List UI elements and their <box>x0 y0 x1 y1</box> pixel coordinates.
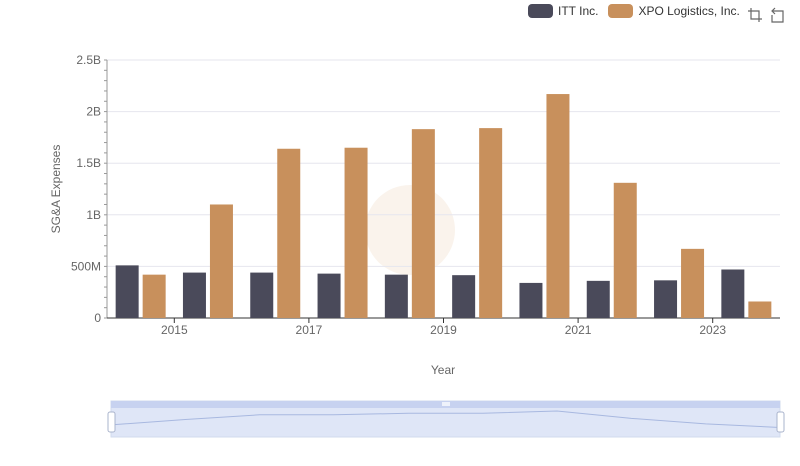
y-tick-label: 0 <box>94 311 101 325</box>
legend-item-xpo[interactable]: XPO Logistics, Inc. <box>608 4 740 18</box>
toolbox <box>746 6 790 24</box>
legend-swatch-xpo <box>608 4 634 18</box>
bar-itt-2015 <box>182 272 206 318</box>
bar-xpo-2015 <box>209 204 233 318</box>
bar-xpo-2017 <box>344 147 368 318</box>
bar-itt-2017 <box>317 273 341 318</box>
y-tick-label: 500M <box>71 259 101 273</box>
legend-item-itt[interactable]: ITT Inc. <box>528 4 598 18</box>
bar-itt-2021 <box>586 280 610 318</box>
x-axis-title: Year <box>431 363 455 377</box>
y-tick-label: 1B <box>86 208 101 222</box>
legend: ITT Inc. XPO Logistics, Inc. <box>528 4 750 18</box>
bar-xpo-2021 <box>613 182 637 318</box>
y-tick-label: 2B <box>86 105 101 119</box>
y-tick-label: 2.5B <box>76 53 101 67</box>
datazoom-move-handle <box>442 402 450 406</box>
x-tick-label: 2019 <box>430 323 457 337</box>
datazoom-handle-right <box>776 411 785 433</box>
bar-itt-2016 <box>250 272 274 318</box>
y-axis-title: SG&A Expenses <box>49 145 63 234</box>
x-tick-label: 2015 <box>161 323 188 337</box>
x-tick-label: 2023 <box>699 323 726 337</box>
bar-xpo-2019 <box>479 128 503 318</box>
bar-xpo-2020 <box>546 94 570 318</box>
bar-itt-2018 <box>384 274 408 318</box>
bar-xpo-2022 <box>681 248 705 318</box>
y-tick-label: 1.5B <box>76 156 101 170</box>
datazoom-shadow-line <box>110 410 781 428</box>
bar-xpo-2014 <box>142 274 166 318</box>
bar-xpo-2016 <box>277 148 301 318</box>
legend-label-itt: ITT Inc. <box>558 4 599 18</box>
legend-swatch-itt <box>528 4 553 18</box>
bar-itt-2020 <box>519 282 543 318</box>
x-tick-label: 2021 <box>565 323 592 337</box>
restore-icon[interactable] <box>768 6 786 24</box>
bar-itt-2022 <box>654 280 678 318</box>
x-tick-label: 2017 <box>296 323 323 337</box>
legend-label-xpo: XPO Logistics, Inc. <box>638 4 740 18</box>
bar-itt-2014 <box>115 265 139 318</box>
zoom-icon[interactable] <box>746 6 764 24</box>
bar-xpo-2023 <box>748 301 772 318</box>
bar-itt-2019 <box>452 275 476 318</box>
bar-itt-2023 <box>721 269 745 318</box>
watermark-logo <box>365 185 455 275</box>
bar-xpo-2018 <box>411 129 435 318</box>
datazoom-handle-left <box>107 411 116 433</box>
